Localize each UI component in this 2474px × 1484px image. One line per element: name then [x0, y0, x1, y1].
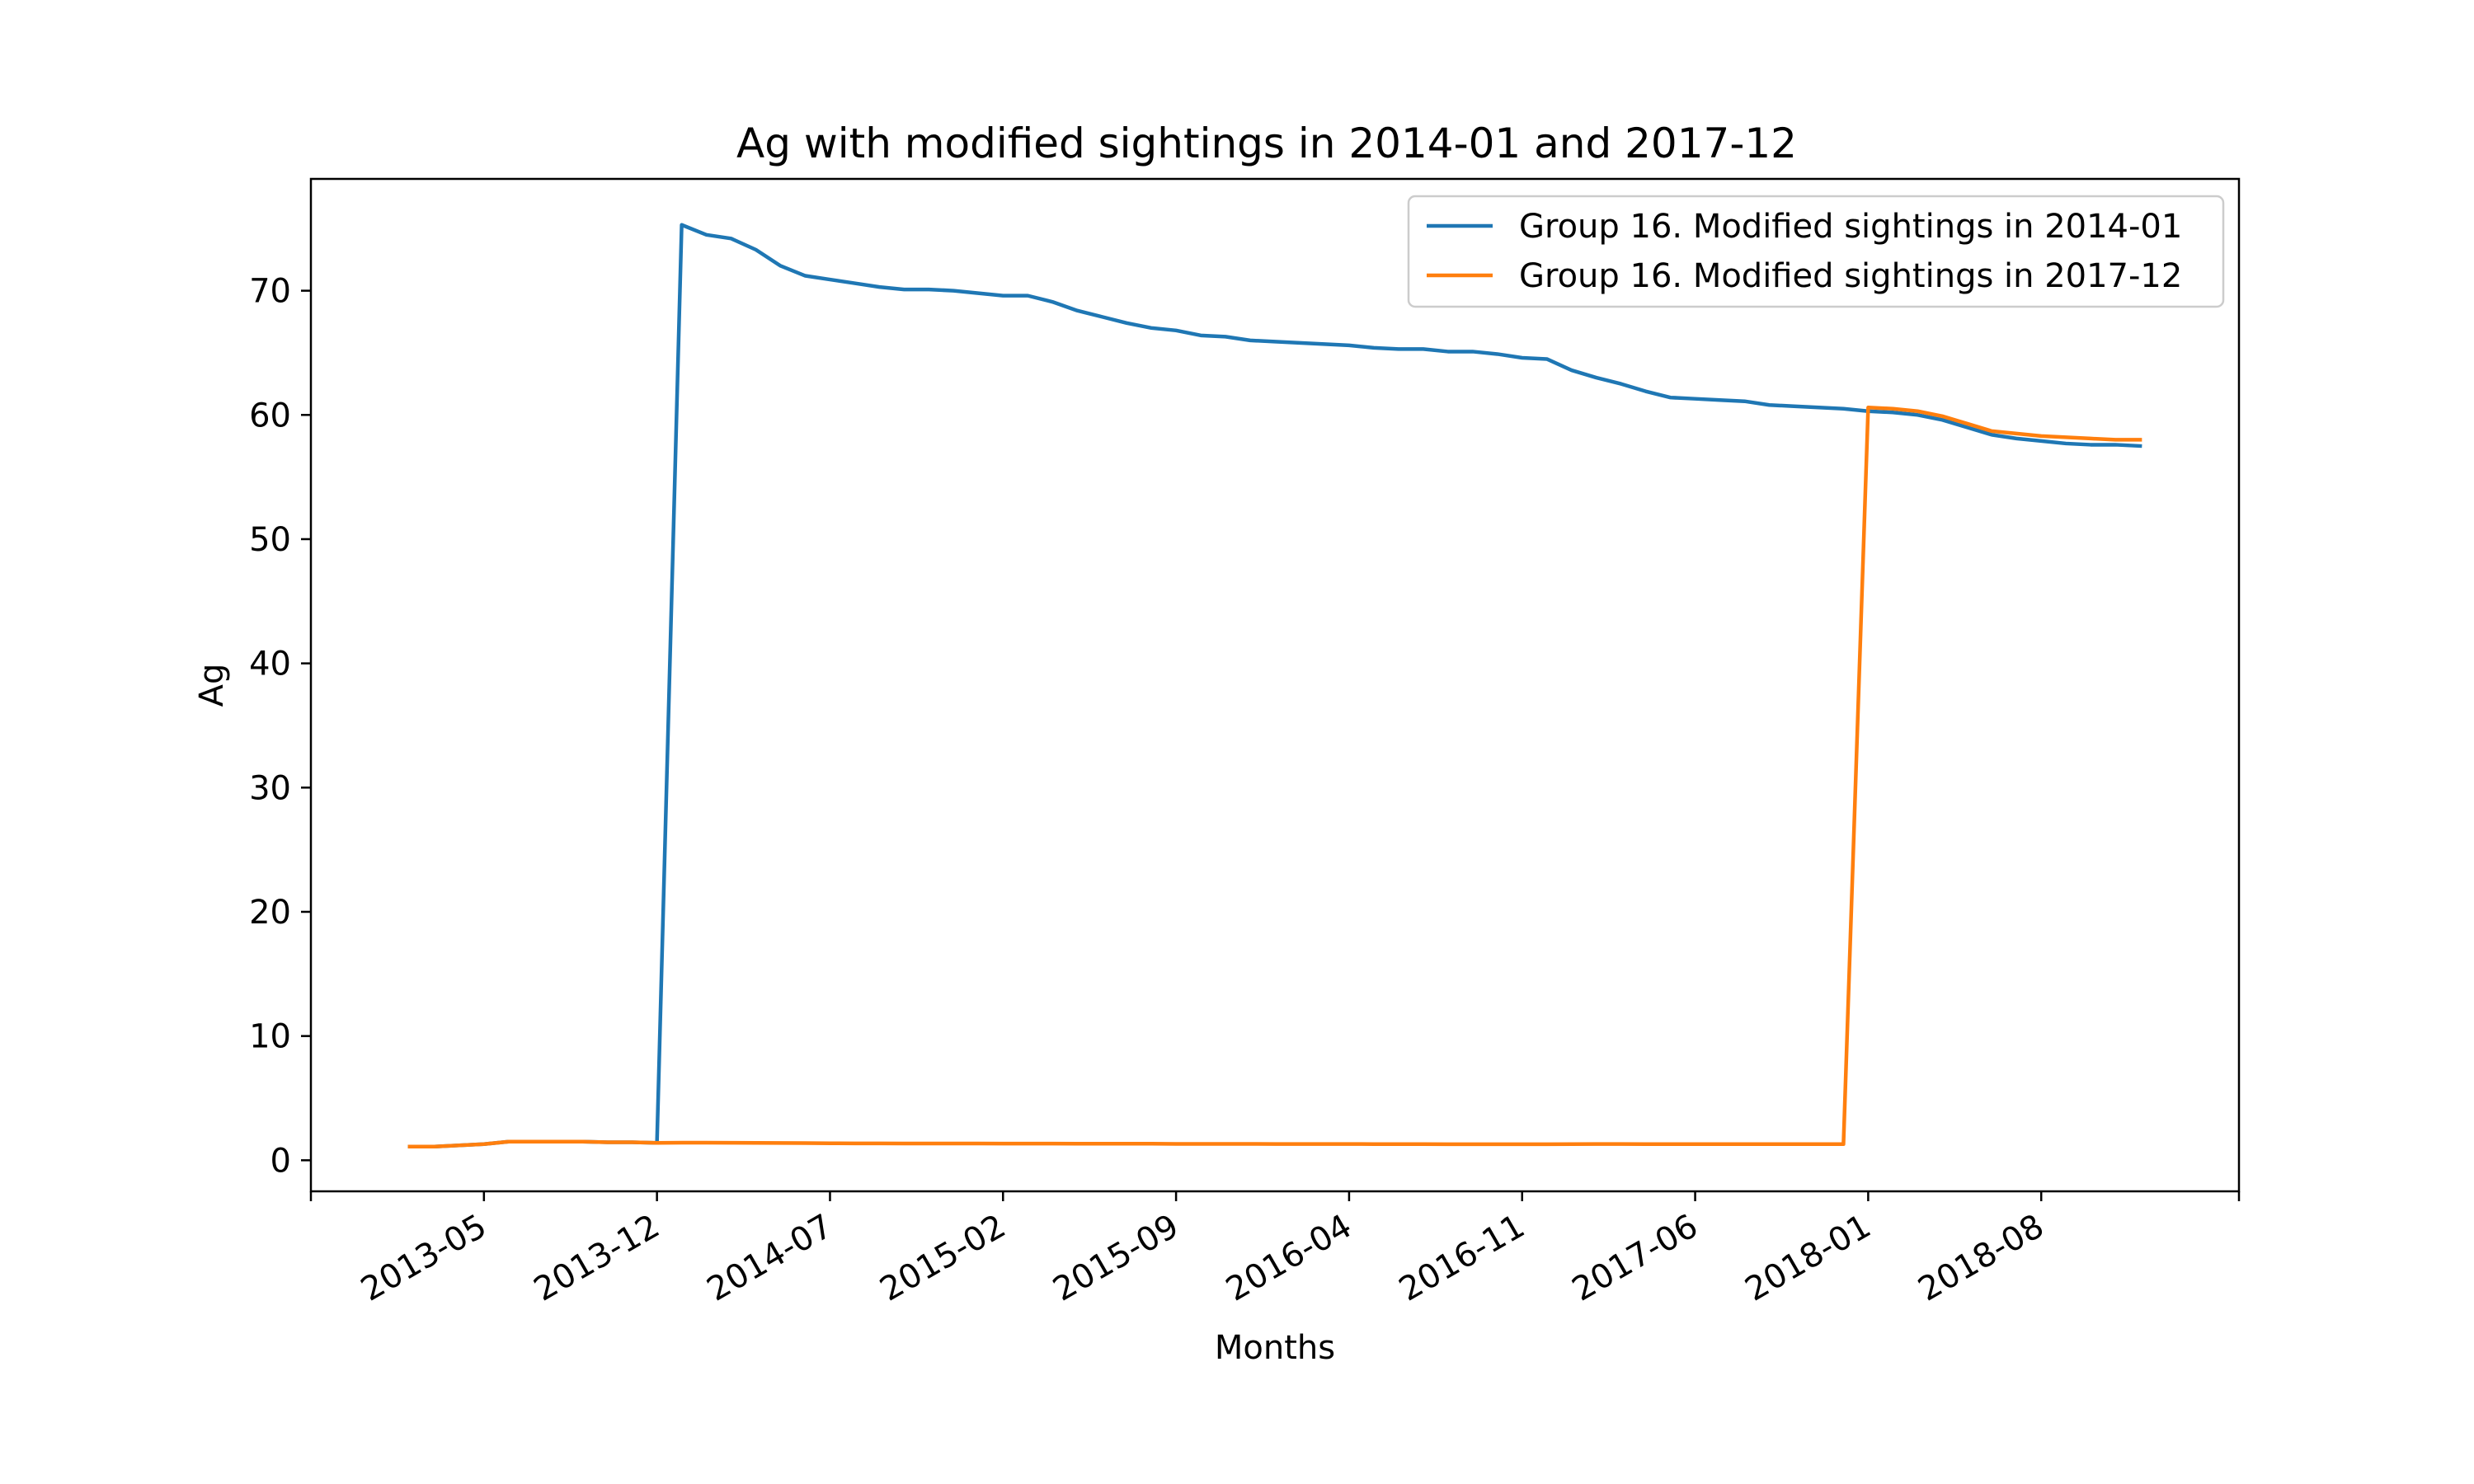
chart-title: Ag with modified sightings in 2014-01 an…: [736, 120, 1797, 167]
legend-box: [1407, 195, 2225, 308]
legend: Group 16. Modified sightings in 2014-01 G…: [1407, 195, 2225, 308]
x-tick-label: 2015-02: [874, 1207, 1013, 1308]
y-tick-label: 10: [249, 1018, 291, 1056]
legend-label-2: Group 16. Modified sightings in 2017-12: [1519, 257, 2182, 295]
x-tick-label: 2013-05: [355, 1207, 493, 1308]
y-tick-label: 60: [249, 397, 291, 434]
x-tick-label: 2014-07: [701, 1207, 840, 1308]
x-tick-label: 2013-12: [528, 1207, 666, 1308]
y-tick-label: 20: [249, 894, 291, 932]
y-tick-label: 0: [270, 1142, 291, 1180]
y-tick-label: 30: [249, 769, 291, 807]
y-tick-label: 70: [249, 273, 291, 311]
plot-area-frame: [309, 177, 2241, 1193]
series-line-1: [407, 223, 2142, 1149]
series-line-2: [407, 405, 2142, 1149]
x-axis-label: Months: [1215, 1329, 1335, 1367]
y-tick-label: 40: [249, 646, 291, 683]
x-tick-label: 2016-11: [1393, 1207, 1531, 1308]
y-axis-label: Ag: [193, 664, 231, 707]
series-lines: [407, 223, 2142, 1149]
x-tick-label: 2015-09: [1047, 1207, 1185, 1308]
x-tick-label: 2017-06: [1566, 1207, 1705, 1308]
x-tick-label: 2016-04: [1220, 1207, 1358, 1308]
legend-label-1: Group 16. Modified sightings in 2014-01: [1519, 208, 2182, 246]
x-tick-label: 2018-01: [1739, 1207, 1878, 1308]
y-tick-label: 50: [249, 521, 291, 559]
y-axis-ticks: 0 10 20 30 40 50 60 70: [249, 273, 311, 1180]
x-tick-label: 2018-08: [1912, 1207, 2050, 1308]
x-axis-ticks: 2013-05 2013-12 2014-07 2015-02 2015-09 2016-…: [309, 1191, 2241, 1309]
